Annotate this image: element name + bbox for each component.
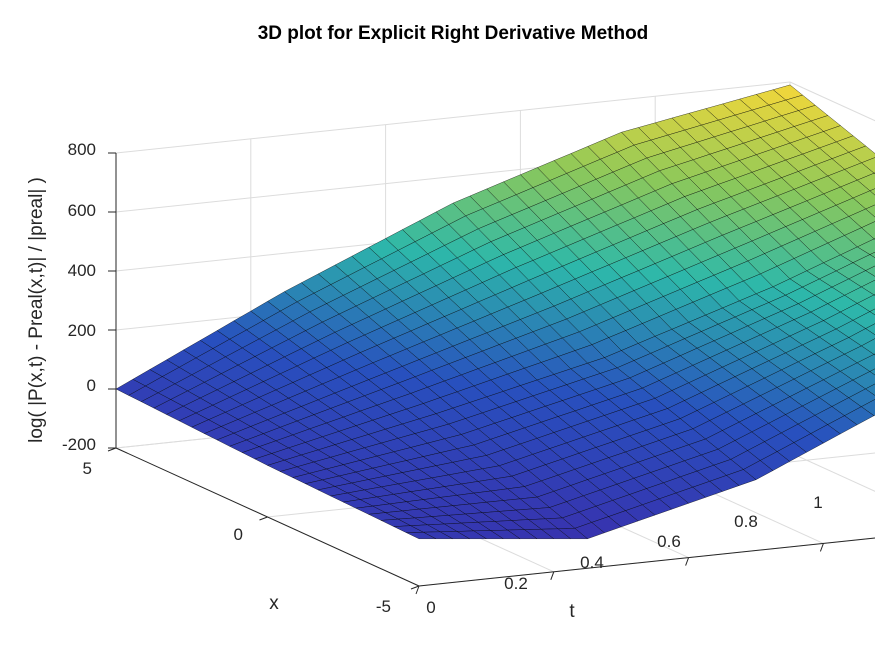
t-tick-label: 1 bbox=[813, 493, 822, 512]
t-axis-label: t bbox=[569, 601, 575, 622]
surface-patch bbox=[869, 251, 875, 258]
t-tick-label: 0 bbox=[426, 598, 435, 617]
t-tick-mark bbox=[819, 543, 824, 552]
x-tick-label: -5 bbox=[376, 597, 391, 616]
surface-patch bbox=[869, 188, 875, 196]
z-axis-label: log( |P(x,t) - Preal(x,t)| / |preal| ) bbox=[26, 177, 47, 443]
t-tick-mark bbox=[415, 585, 420, 595]
z-tick-label: 0 bbox=[87, 376, 96, 395]
surface-mesh bbox=[115, 84, 875, 539]
grid-line bbox=[115, 81, 791, 154]
t-tick-label: 0.2 bbox=[504, 574, 528, 593]
x-axis-label: x bbox=[269, 593, 279, 614]
x-tick-mark bbox=[107, 447, 117, 452]
surface-patch bbox=[869, 308, 875, 316]
chart-title: 3D plot for Explicit Right Derivative Me… bbox=[258, 23, 649, 44]
grid-line bbox=[789, 81, 875, 122]
t-tick-mark bbox=[550, 571, 555, 580]
x-tick-mark bbox=[259, 516, 268, 521]
x-tick-label: 5 bbox=[83, 459, 92, 478]
z-tick-label: 400 bbox=[68, 261, 96, 280]
axis-frame bbox=[107, 152, 875, 595]
z-tick-label: 800 bbox=[68, 140, 96, 159]
x-tick-mark bbox=[410, 585, 420, 590]
t-axis-ticks: 0 0.2 0.4 0.6 0.8 1 bbox=[426, 493, 822, 617]
t-tick-mark bbox=[685, 557, 690, 566]
z-axis-ticks: 800 600 400 200 0 -200 bbox=[62, 140, 96, 454]
t-axis-line bbox=[418, 537, 875, 587]
x-axis-ticks: 5 0 -5 bbox=[83, 459, 391, 616]
z-tick-label: 200 bbox=[68, 321, 96, 340]
x-tick-label: 0 bbox=[234, 525, 243, 544]
t-tick-label: 0.4 bbox=[580, 553, 604, 572]
surface-patch bbox=[869, 368, 875, 376]
t-tick-label: 0.8 bbox=[734, 512, 758, 531]
t-tick-label: 0.6 bbox=[657, 532, 681, 551]
z-tick-label: -200 bbox=[62, 435, 96, 454]
z-tick-label: 600 bbox=[68, 201, 96, 220]
surface-patch bbox=[406, 532, 436, 539]
